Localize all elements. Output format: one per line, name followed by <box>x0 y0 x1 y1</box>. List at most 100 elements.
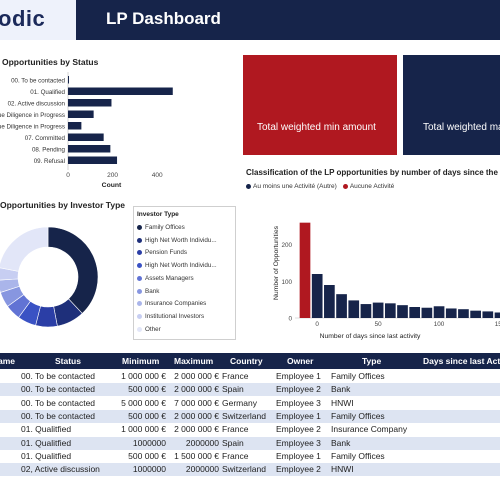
days-x-tick: 100 <box>434 321 445 328</box>
cell-status: 01. Qualitfied <box>21 424 72 435</box>
days-bar[interactable] <box>372 302 384 318</box>
table-row[interactable]: 00. To be contacted 1 000 000 € 2 000 000 … <box>0 370 500 383</box>
cell-country: Spain <box>222 437 244 448</box>
days-bar[interactable] <box>494 312 500 319</box>
status-bar[interactable] <box>68 87 173 96</box>
investor-legend-item[interactable]: Institutional Investors <box>137 313 204 320</box>
col-header-status[interactable]: Status <box>55 356 81 366</box>
donut-slice[interactable] <box>47 226 99 314</box>
days-y-tick: 200 <box>281 242 292 249</box>
status-category-label: 01. Qualified <box>30 89 65 96</box>
status-bar[interactable] <box>68 76 69 84</box>
days-chart-title: Classification of the LP opportunities b… <box>246 168 500 177</box>
kpi-card-max[interactable]: Total weighted max <box>403 55 500 155</box>
investor-legend-label: Insurance Companies <box>145 300 207 308</box>
legend-dot <box>137 263 142 269</box>
status-category-label: 09. Refusal <box>34 158 65 165</box>
days-x-tick: 0 <box>315 321 319 328</box>
investor-legend-label: High Net Worth Individu... <box>145 236 217 244</box>
col-header-country[interactable]: Country <box>230 356 263 366</box>
investor-legend-item[interactable]: Family Offices <box>137 224 185 231</box>
table-row[interactable]: 00. To be contacted 5 000 000 € 7 000 000 … <box>0 397 500 410</box>
table-row[interactable]: 00. To be contacted 500 000 € 2 000 000 € S… <box>0 409 500 423</box>
page-title: LP Dashboard <box>106 9 221 28</box>
cell-minimum: 500 000 € <box>128 384 166 395</box>
days-bar[interactable] <box>299 222 311 318</box>
header-bar: LP Dashboard <box>76 0 500 40</box>
kpi-card-min[interactable]: Total weighted min amount <box>243 55 397 155</box>
table-row[interactable]: 01. Qualitfied 1 000 000 € 2 000 000 € Fran… <box>0 423 500 436</box>
status-category-label: ue Diligence in Progress <box>0 124 65 131</box>
status-bar[interactable] <box>68 145 111 153</box>
cell-minimum: 1 000 000 € <box>121 424 166 435</box>
days-bar[interactable] <box>397 305 408 318</box>
cell-type: Family Offices <box>331 371 385 381</box>
kpi-max-label: Total weighted max <box>423 122 500 133</box>
days-bar[interactable] <box>421 307 433 318</box>
status-category-label: ue Diligence in Progress <box>0 112 65 119</box>
days-bar[interactable] <box>482 311 494 318</box>
legend-dot <box>137 275 142 281</box>
investor-legend-item[interactable]: High Net Worth Individu... <box>137 262 217 269</box>
days-bar[interactable] <box>336 294 347 318</box>
donut-slice[interactable] <box>0 226 49 272</box>
cell-status: 00. To be contacted <box>21 410 96 421</box>
days-bar[interactable] <box>433 306 445 318</box>
days-bar[interactable] <box>324 285 335 318</box>
investor-legend-label: Other <box>145 325 161 333</box>
cell-owner: Employee 2 <box>276 384 321 395</box>
days-y-tick: 100 <box>281 279 292 286</box>
opportunities-table: ame Status Minimum Maximum Country Owner… <box>0 353 500 500</box>
days-bar-chart[interactable]: 0 100 200 0 50 100 150 Number of days since las… <box>265 200 500 350</box>
investor-legend-item[interactable]: Bank <box>137 288 159 295</box>
col-header-owner[interactable]: Owner <box>287 356 314 366</box>
investor-legend-label: Pension Funds <box>145 249 188 257</box>
col-header-maximum[interactable]: Maximum <box>174 356 214 366</box>
days-bar[interactable] <box>458 309 469 318</box>
days-y-tick: 0 <box>288 316 292 323</box>
days-x-tick: 50 <box>375 321 383 328</box>
cell-status: 00. To be contacted <box>21 384 96 395</box>
investor-donut-chart[interactable] <box>0 220 110 345</box>
investor-legend-item[interactable]: Pension Funds <box>137 249 187 256</box>
status-bar-chart[interactable]: 00. To be contacted 01. Qualified 02. Acti… <box>0 70 200 195</box>
cell-country: Switzerland <box>222 464 266 475</box>
investor-legend-item[interactable]: High Net Worth Individu... <box>137 237 217 244</box>
days-x-axis-label: Number of days since last activity <box>320 333 421 340</box>
status-category-label: 00. To be contacted <box>11 78 65 85</box>
status-bar[interactable] <box>68 99 112 107</box>
legend-dot-no-activity <box>342 184 348 189</box>
table-row[interactable]: 01. Qualitfied 1000000 2000000 Spain Employe… <box>0 436 500 450</box>
investor-legend-item[interactable]: Assets Managers <box>137 275 194 282</box>
cell-type: Insurance Company <box>331 424 408 435</box>
table-row[interactable]: 02, Active discussion 1000000 2000000 Switz… <box>0 463 500 477</box>
status-bar[interactable] <box>68 122 82 130</box>
col-header-name[interactable]: ame <box>0 356 16 366</box>
col-header-type[interactable]: Type <box>362 356 382 366</box>
investor-legend-label: Family Offices <box>145 224 185 231</box>
days-bar[interactable] <box>445 308 457 318</box>
status-x-tick: 200 <box>107 172 118 179</box>
legend-dot <box>137 301 142 307</box>
days-bar[interactable] <box>470 310 481 318</box>
col-header-days[interactable]: Days since last Act <box>423 356 500 366</box>
status-bar[interactable] <box>68 110 94 119</box>
investor-legend-item[interactable]: Other <box>137 326 161 333</box>
legend-dot <box>137 237 142 243</box>
investor-legend-item[interactable]: Insurance Companies <box>137 300 206 307</box>
days-bar[interactable] <box>384 303 396 318</box>
cell-type: Bank <box>331 437 351 448</box>
status-bar[interactable] <box>68 133 104 142</box>
legend-dot <box>137 250 142 256</box>
table-row[interactable]: 00. To be contacted 500 000 € 2 000 000 € S… <box>0 383 500 397</box>
investor-legend: Investor Type Family Offices High Net Wor… <box>133 206 236 340</box>
legend-dot <box>137 313 142 319</box>
cell-country: Germany <box>222 397 257 408</box>
days-bar[interactable] <box>311 274 323 318</box>
status-bar[interactable] <box>68 156 118 165</box>
days-bar[interactable] <box>409 307 421 318</box>
table-row[interactable]: 01. Qualitfied 500 000 € 1 500 000 € France… <box>0 450 500 463</box>
days-bar[interactable] <box>348 300 360 318</box>
days-bar[interactable] <box>360 304 372 318</box>
col-header-minimum[interactable]: Minimum <box>122 356 160 366</box>
